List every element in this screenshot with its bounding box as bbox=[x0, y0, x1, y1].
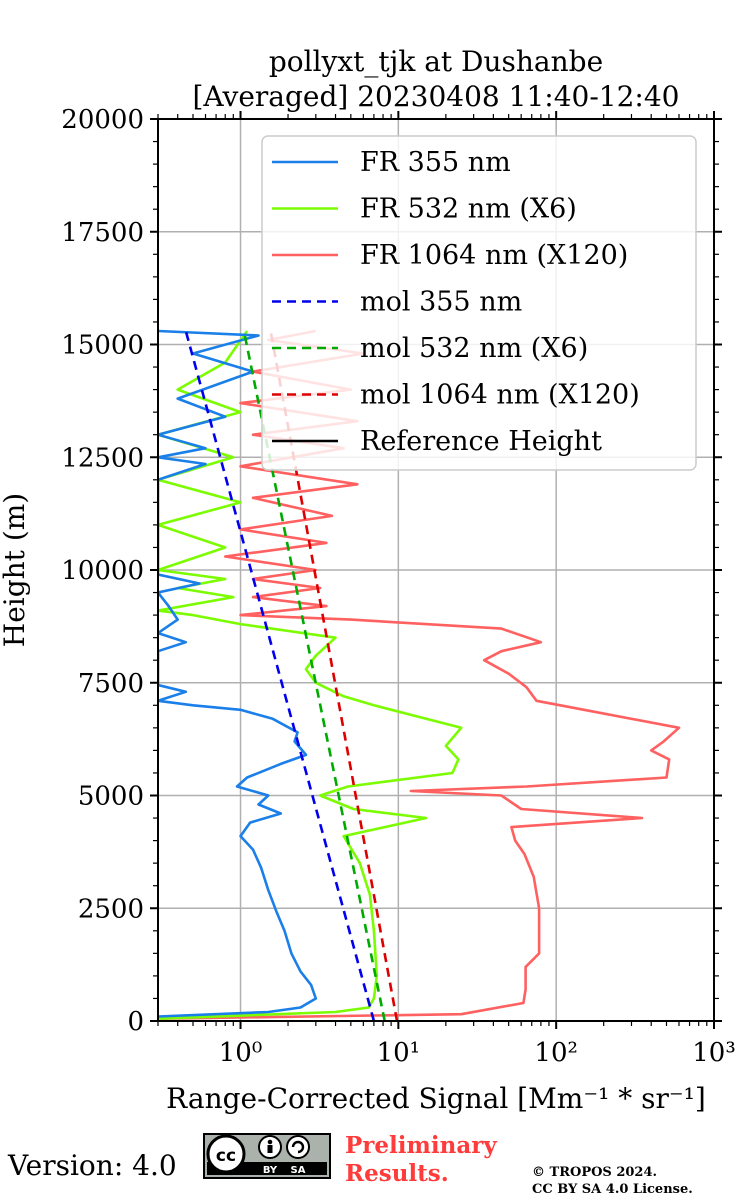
y-tick-label: 0 bbox=[127, 1007, 144, 1037]
svg-text:cc: cc bbox=[216, 1146, 236, 1166]
chart-title-line1: pollyxt_tjk at Dushanbe bbox=[269, 45, 603, 78]
legend-label-0: FR 355 nm bbox=[360, 147, 511, 178]
legend-label-4: mol 532 nm (X6) bbox=[360, 333, 588, 364]
badge-sa-label: SA bbox=[291, 1165, 306, 1176]
legend-box bbox=[261, 135, 697, 471]
cc-by-sa-badge: cc BY SA bbox=[203, 1133, 331, 1179]
series-line-0 bbox=[158, 329, 318, 1018]
x-tick-label: 10² bbox=[534, 1038, 578, 1068]
footer: Version: 4.0 cc BY SA Preliminary Result… bbox=[7, 1132, 693, 1197]
x-tick-label: 10¹ bbox=[377, 1038, 421, 1068]
y-tick-label: 2500 bbox=[78, 894, 144, 924]
x-tick-label: 10³ bbox=[692, 1038, 736, 1068]
x-tick-label: 10⁰ bbox=[219, 1038, 263, 1068]
legend-label-3: mol 355 nm bbox=[360, 287, 522, 318]
legend-label-1: FR 532 nm (X6) bbox=[360, 194, 577, 225]
legend-label-2: FR 1064 nm (X120) bbox=[360, 240, 628, 271]
legend-label-5: mol 1064 nm (X120) bbox=[360, 380, 640, 411]
cc-icon bbox=[206, 1134, 246, 1174]
series-line-5 bbox=[269, 330, 399, 1021]
preliminary-label-line1: Preliminary bbox=[345, 1132, 497, 1159]
y-tick-label: 12500 bbox=[61, 443, 144, 473]
x-axis-label: Range-Corrected Signal [Mm⁻¹ * sr⁻¹] bbox=[166, 1082, 706, 1115]
copyright-line1: © TROPOS 2024. bbox=[532, 1165, 657, 1180]
y-tick-label: 7500 bbox=[78, 669, 144, 699]
y-tick-label: 17500 bbox=[61, 218, 144, 248]
y-tick-label: 20000 bbox=[61, 105, 144, 135]
y-tick-label: 15000 bbox=[61, 331, 144, 361]
version-label: Version: 4.0 bbox=[7, 1149, 177, 1182]
y-tick-label: 5000 bbox=[78, 782, 144, 812]
badge-by-label: BY bbox=[263, 1165, 278, 1176]
axis-tick-labels: 10⁰ 10¹ 10² 10³ 0 2500 5000 7500 10000 12500 15000… bbox=[61, 105, 735, 1068]
axis-ticks bbox=[150, 111, 722, 1029]
y-tick-label: 10000 bbox=[61, 556, 144, 586]
chart-title-line2: [Averaged] 20230408 11:40-12:40 bbox=[193, 80, 680, 113]
y-axis-label: Height (m) bbox=[0, 493, 31, 647]
share-alike-icon bbox=[286, 1135, 310, 1159]
copyright-line2: CC BY SA 4.0 License. bbox=[532, 1182, 693, 1197]
legend-label-6: Reference Height bbox=[360, 426, 602, 457]
legend: FR 355 nm FR 532 nm (X6) FR 1064 nm (X120)… bbox=[261, 135, 697, 471]
preliminary-label-line2: Results. bbox=[345, 1160, 449, 1187]
